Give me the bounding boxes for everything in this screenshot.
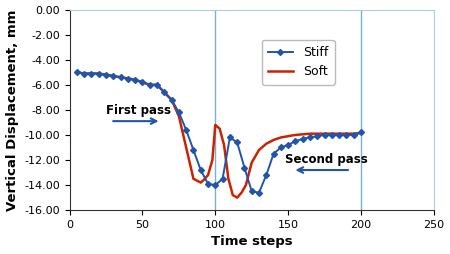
Y-axis label: Vertical Displacement, mm: Vertical Displacement, mm	[5, 9, 18, 211]
Text: Second pass: Second pass	[285, 152, 368, 166]
Legend: Stiff, Soft: Stiff, Soft	[261, 40, 334, 85]
X-axis label: Time steps: Time steps	[211, 235, 292, 248]
Text: First pass: First pass	[106, 104, 171, 117]
